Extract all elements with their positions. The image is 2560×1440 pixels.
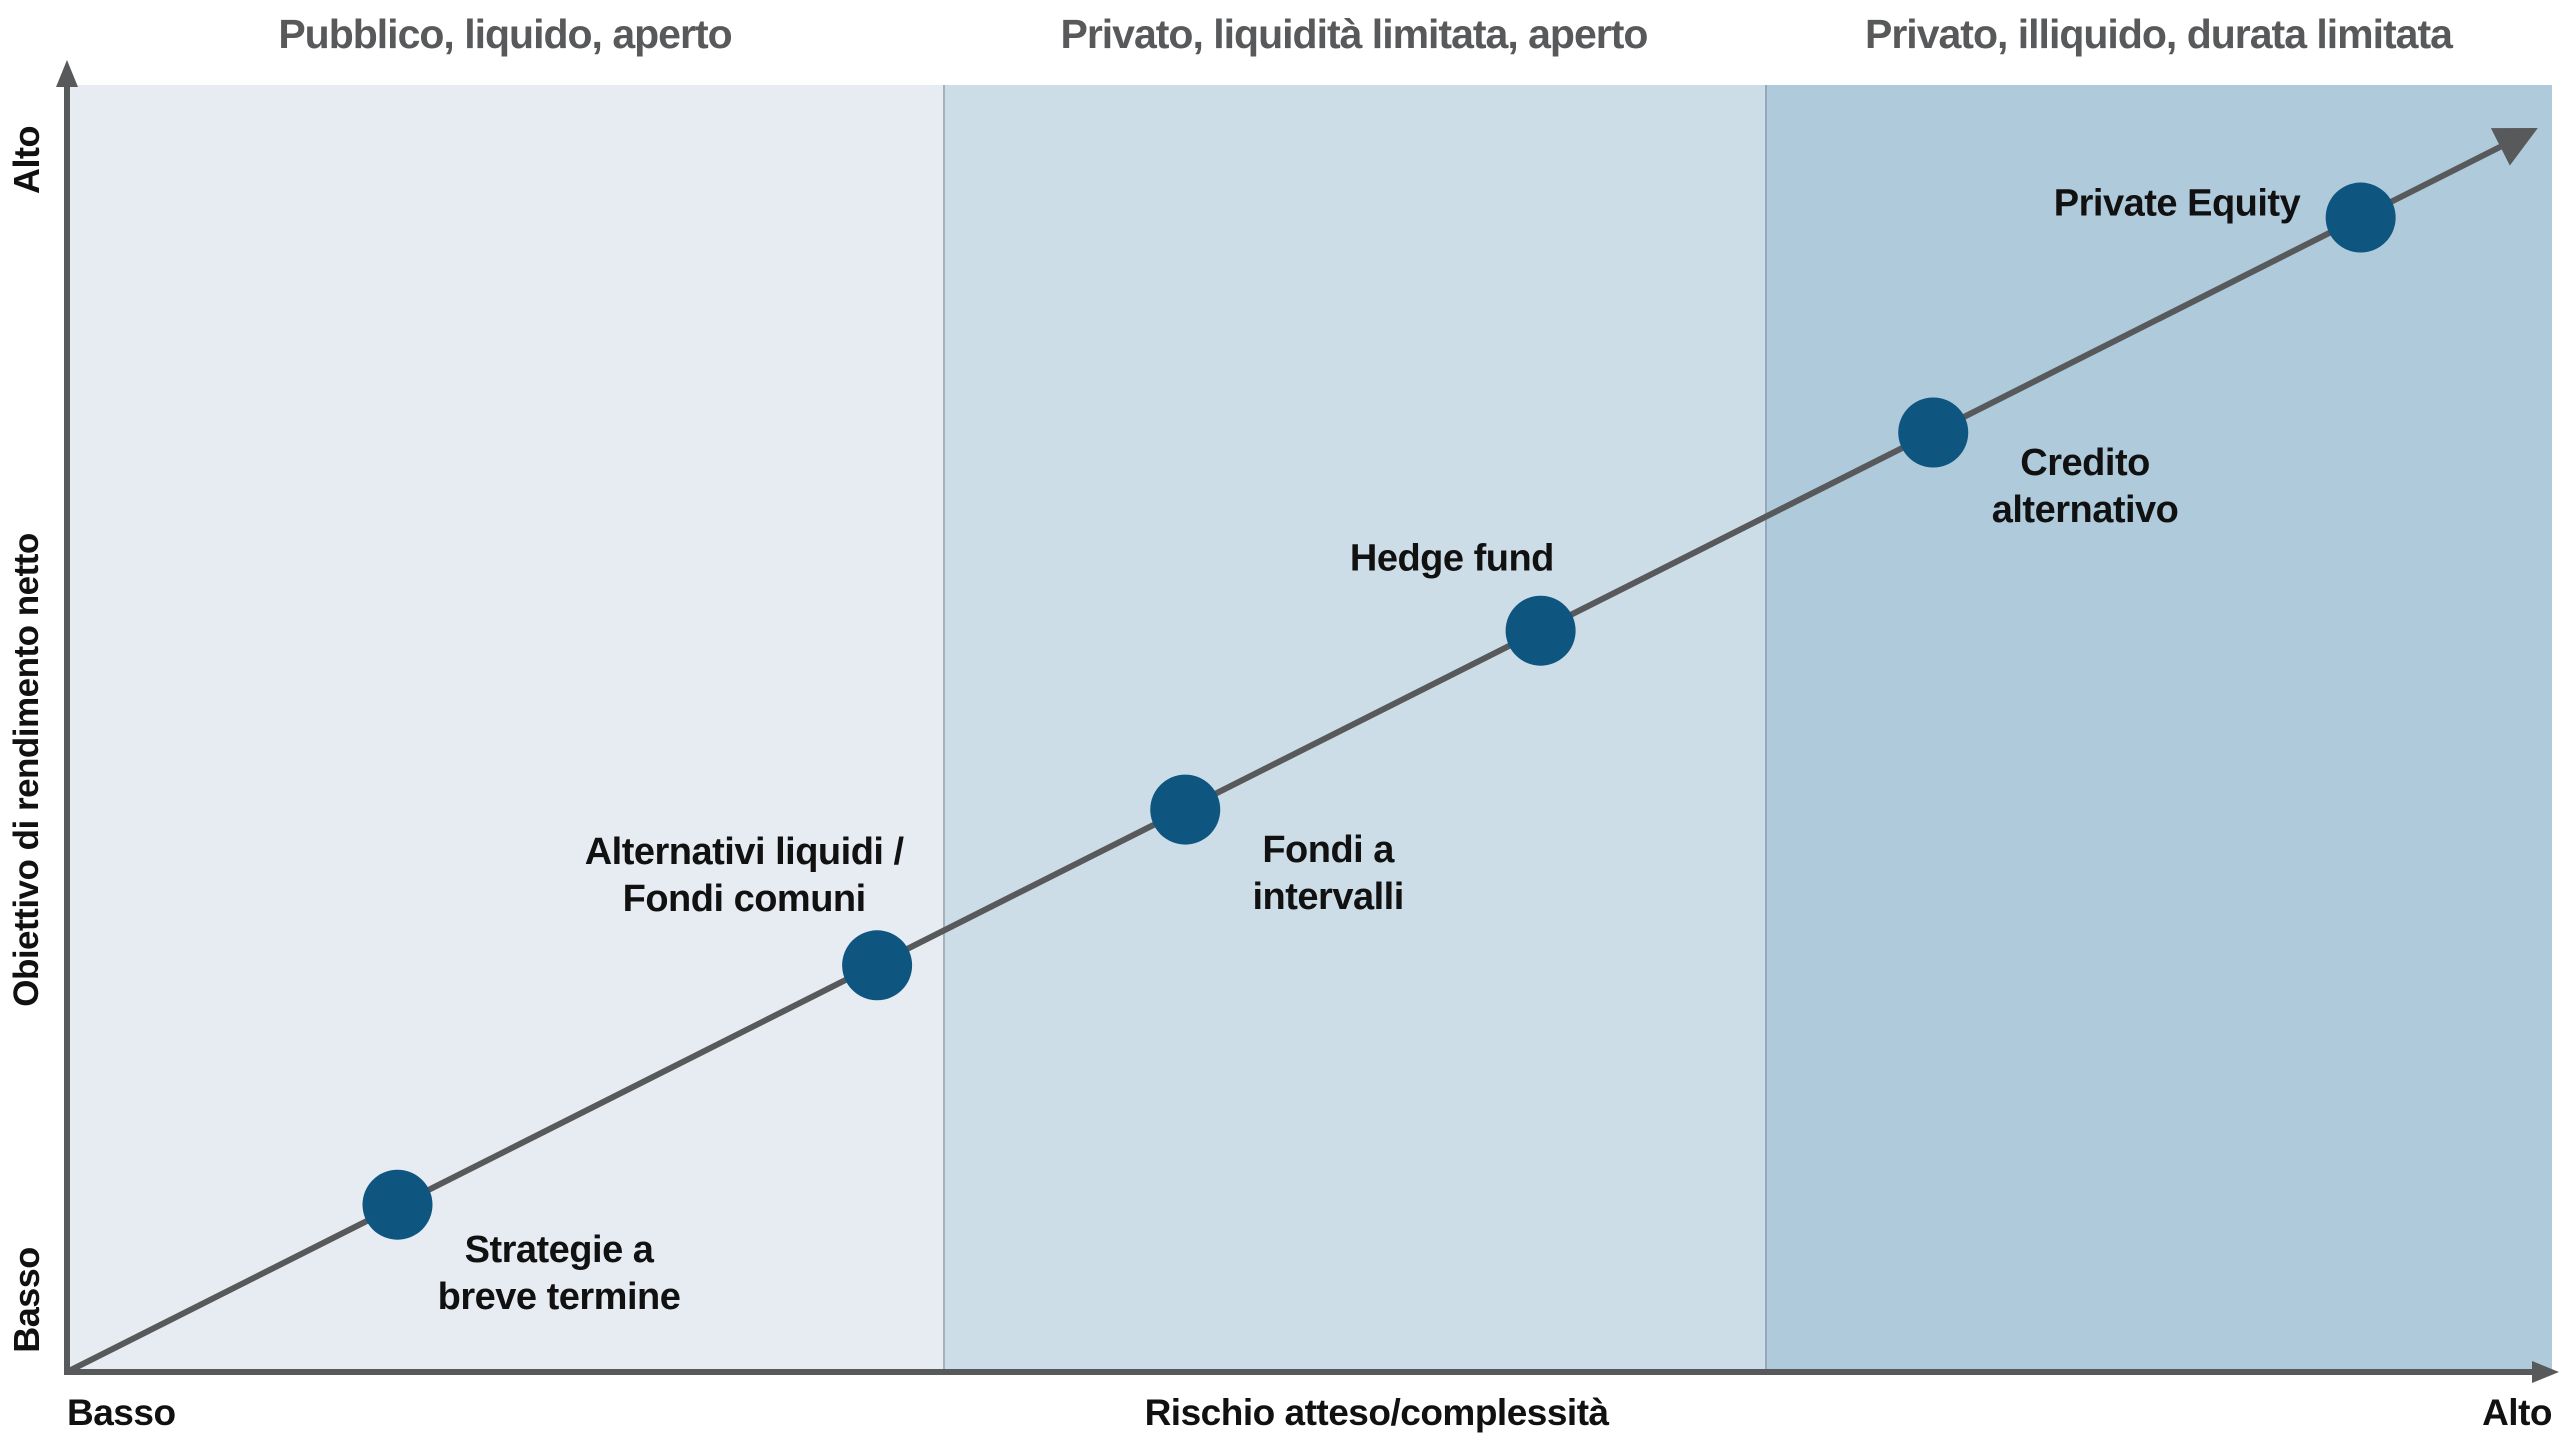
band-headers-row: Pubblico, liquido, aperto Privato, liqui…	[67, 11, 2552, 57]
y-axis-title: Obiettivo di rendimento netto	[7, 533, 46, 1007]
band-header-privato-illiquido: Privato, illiquido, durata limitata	[1865, 11, 2453, 57]
band-header-privato-liquidita-limitata: Privato, liquidità limitata, aperto	[1060, 11, 1648, 57]
data-point-hedge-fund	[1505, 595, 1576, 666]
x-axis-tick-basso: Basso	[67, 1392, 176, 1433]
y-axis-line	[64, 80, 70, 1372]
x-axis-labels-row: Basso Rischio atteso/complessità Alto	[67, 1392, 2552, 1440]
band-zone-privato-liquidita-limitata-aperto	[942, 85, 1765, 1372]
y-axis-tick-basso: Basso	[6, 1247, 47, 1353]
x-axis-title: Rischio atteso/complessità	[1144, 1392, 1610, 1433]
scatter-layer	[68, 127, 2538, 1374]
x-axis-line	[64, 1369, 2534, 1375]
y-axis-arrowhead-icon	[56, 60, 78, 87]
data-point-strategie-a-breve-termine	[362, 1169, 433, 1240]
data-point-fondi-a-intervalli	[1150, 774, 1221, 845]
trend-arrow-line	[68, 127, 2538, 1374]
x-axis-arrowhead-icon	[2532, 1361, 2559, 1383]
band-zones	[67, 85, 2552, 1372]
data-point-private-equity	[2325, 182, 2396, 253]
y-axis-tick-alto: Alto	[6, 126, 47, 194]
band-header-pubblico-liquido-aperto: Pubblico, liquido, aperto	[278, 11, 732, 57]
x-axis-tick-alto: Alto	[2482, 1392, 2552, 1433]
data-point-credito-alternativo	[1898, 397, 1969, 468]
data-point-alternativi-liquidi-fondi-comuni	[842, 930, 913, 1001]
band-zone-privato-illiquido-durata-limitata	[1764, 85, 2552, 1372]
plot-area: Strategie a breve termine Alternativi liq…	[67, 85, 2552, 1374]
band-zone-pubblico-liquido-aperto	[67, 85, 943, 1372]
